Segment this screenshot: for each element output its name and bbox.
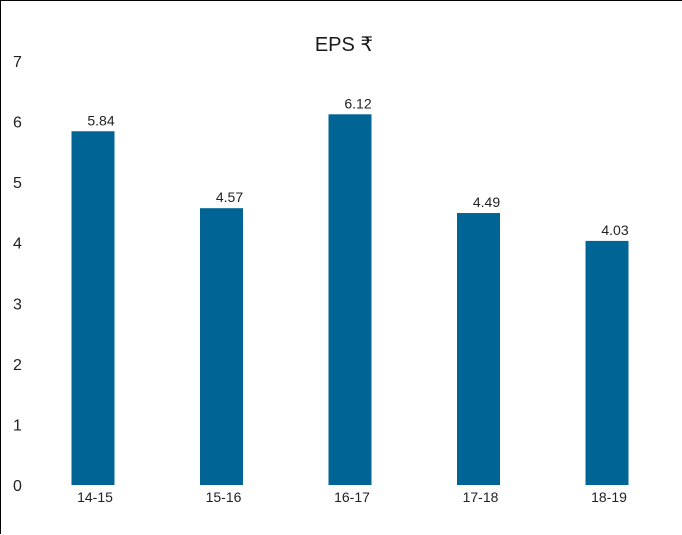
y-tick-label: 6 (13, 115, 22, 132)
bars (71, 114, 629, 485)
bar-value-label: 4.57 (216, 189, 243, 205)
category-labels: 14-15 15-16 16-17 17-18 18-19 (77, 489, 627, 505)
bar (200, 208, 243, 485)
y-axis-ticks: 0 1 2 3 4 5 6 7 (13, 54, 22, 495)
bar-value-label: 4.03 (601, 222, 628, 238)
y-tick-label: 2 (13, 357, 22, 374)
chart-title: EPS ₹ (315, 34, 373, 56)
y-tick-label: 3 (13, 296, 22, 313)
bar (585, 240, 629, 485)
x-category-label: 18-19 (591, 489, 627, 505)
bar (457, 213, 500, 485)
x-category-label: 16-17 (334, 489, 370, 505)
value-labels: 5.84 4.57 6.12 4.49 4.03 (87, 95, 628, 238)
y-tick-label: 4 (13, 236, 22, 253)
bar-value-label: 6.12 (344, 95, 371, 111)
y-tick-label: 0 (13, 478, 22, 495)
y-tick-label: 1 (13, 417, 22, 434)
y-tick-label: 5 (13, 175, 22, 192)
bar (328, 114, 372, 485)
x-category-label: 17-18 (463, 489, 499, 505)
bar-value-label: 4.49 (473, 194, 500, 210)
x-category-label: 15-16 (206, 489, 242, 505)
bar-value-label: 5.84 (87, 112, 114, 128)
y-tick-label: 7 (13, 54, 22, 71)
bar (71, 131, 115, 485)
x-category-label: 14-15 (77, 489, 113, 505)
